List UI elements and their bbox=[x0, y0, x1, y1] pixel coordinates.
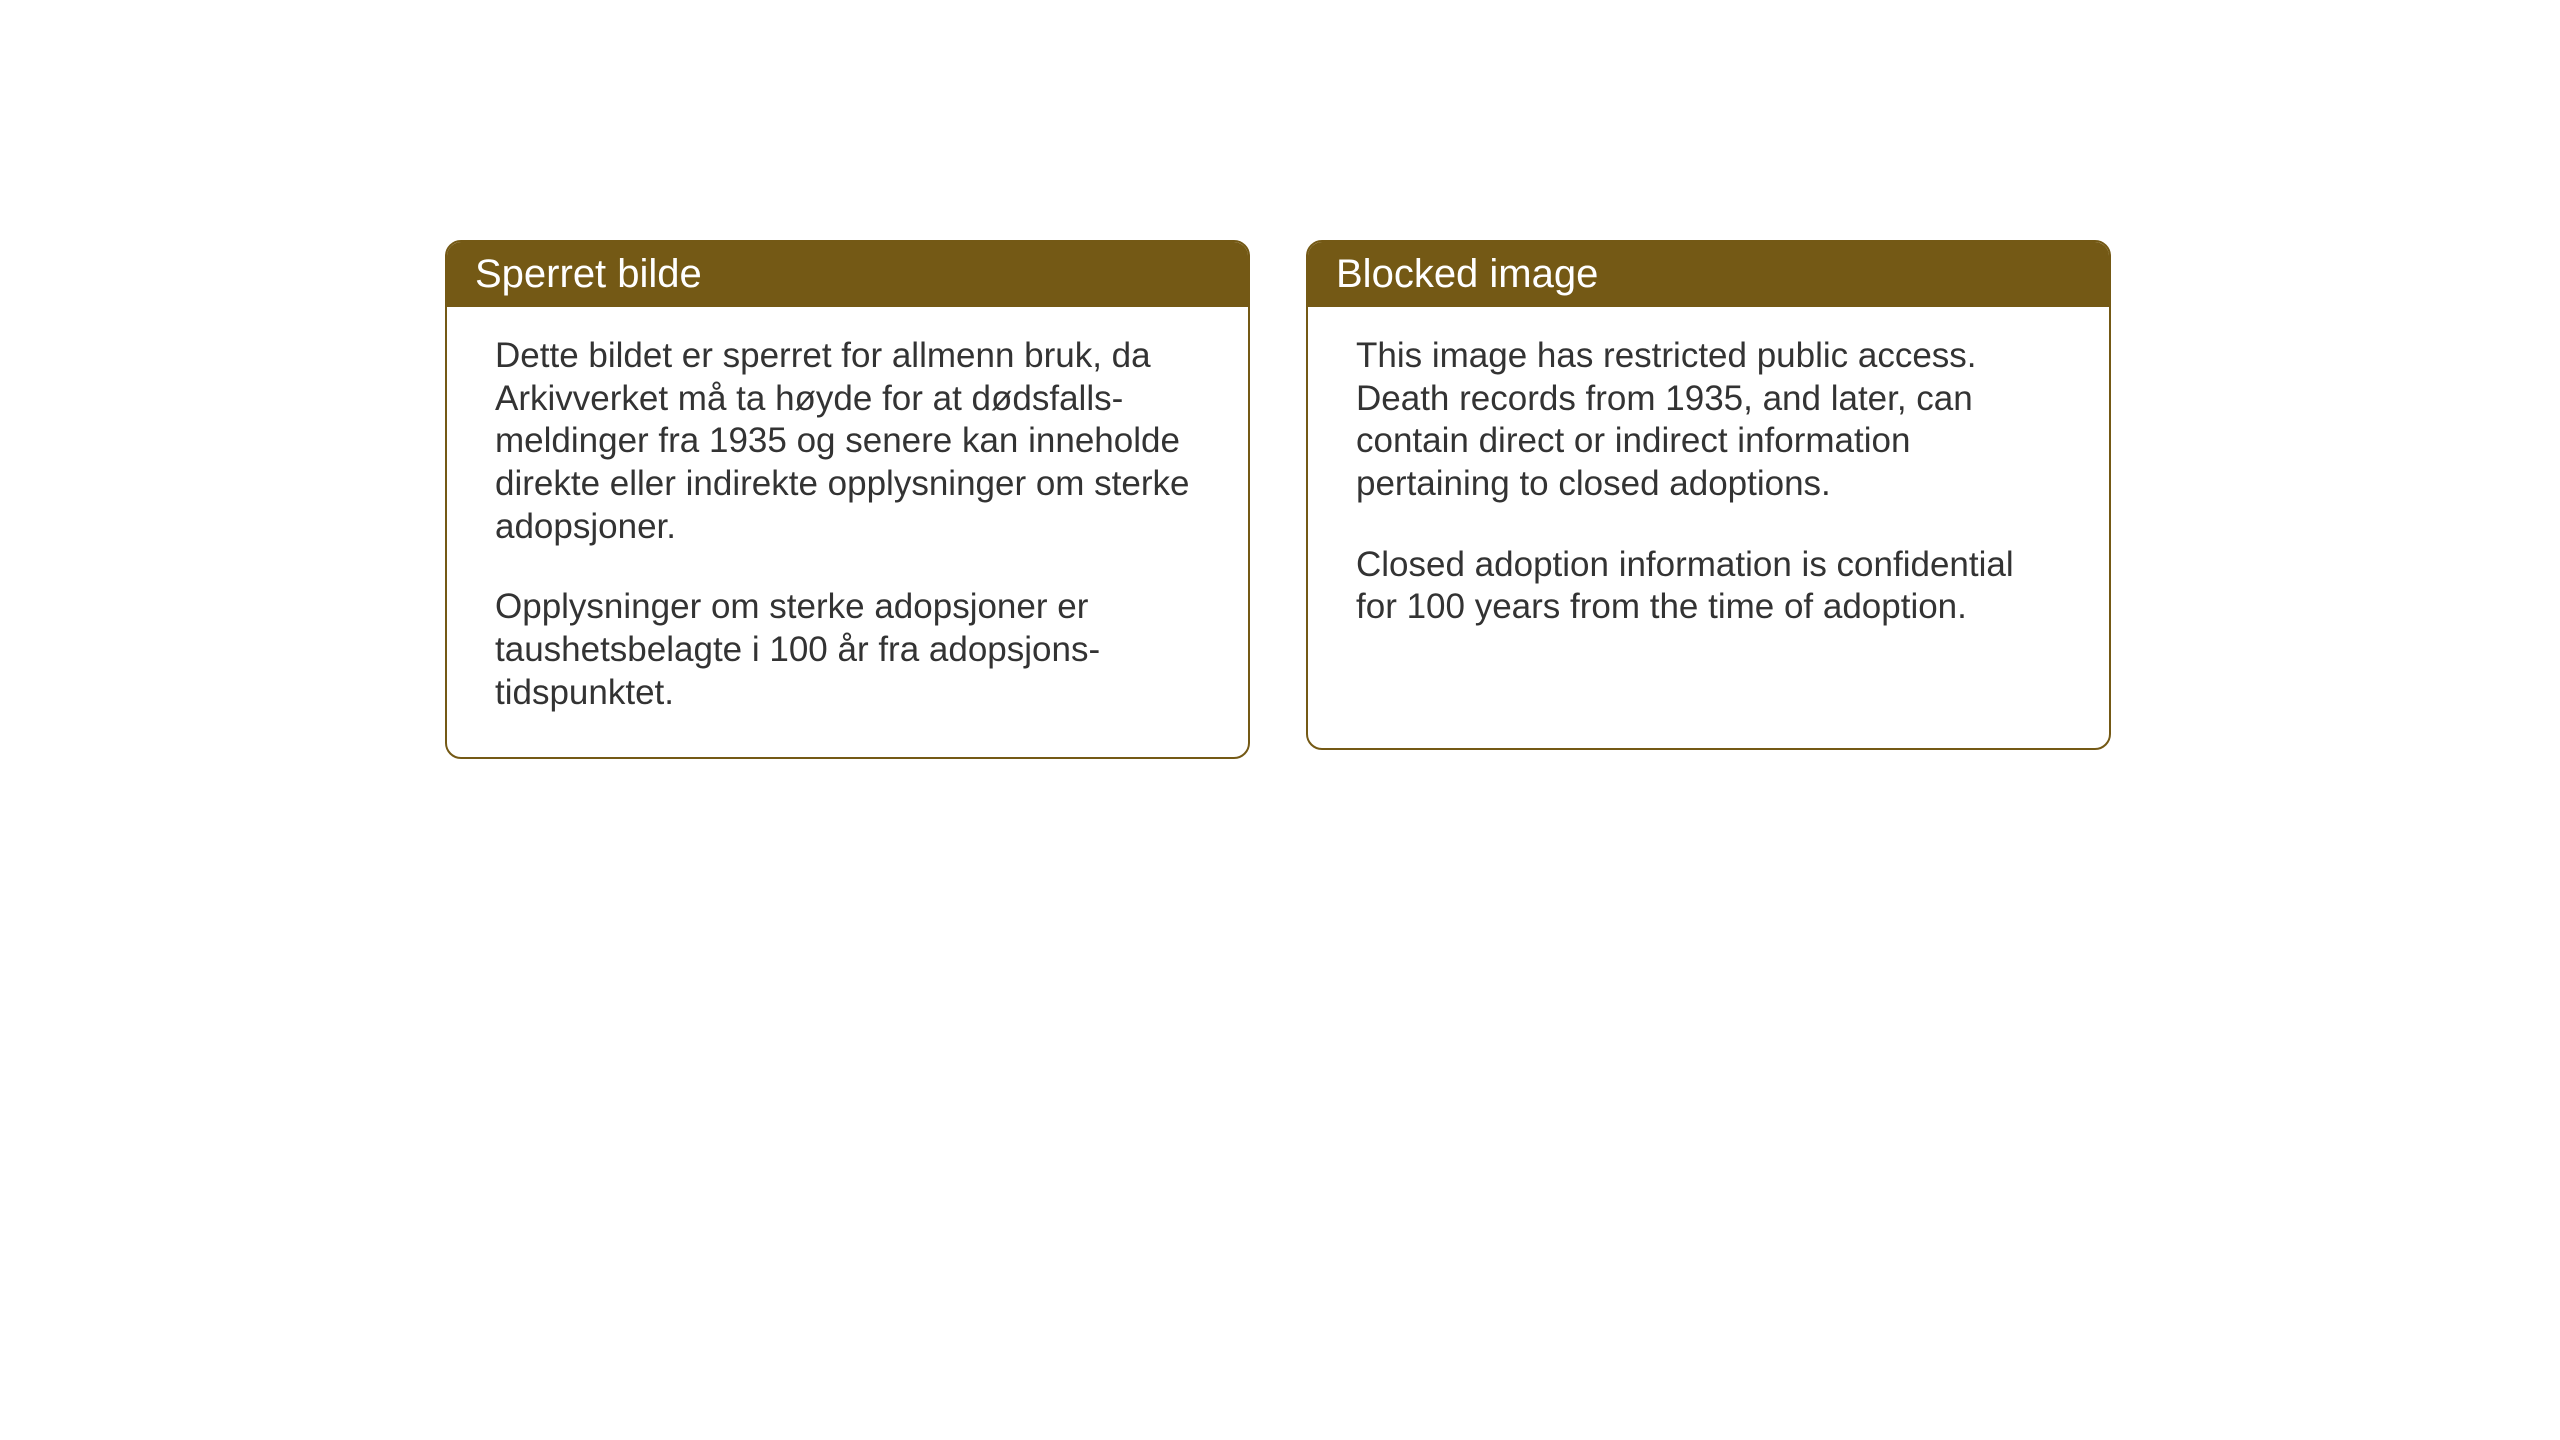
card-paragraph-1-english: This image has restricted public access.… bbox=[1356, 335, 2061, 506]
notice-card-norwegian: Sperret bilde Dette bildet er sperret fo… bbox=[445, 240, 1250, 759]
notice-container: Sperret bilde Dette bildet er sperret fo… bbox=[445, 240, 2111, 759]
card-paragraph-2-english: Closed adoption information is confident… bbox=[1356, 544, 2061, 629]
card-paragraph-2-norwegian: Opplysninger om sterke adopsjoner er tau… bbox=[495, 586, 1200, 714]
card-header-english: Blocked image bbox=[1308, 242, 2109, 307]
card-paragraph-1-norwegian: Dette bildet er sperret for allmenn bruk… bbox=[495, 335, 1200, 548]
card-title-norwegian: Sperret bilde bbox=[475, 252, 702, 296]
notice-card-english: Blocked image This image has restricted … bbox=[1306, 240, 2111, 750]
card-body-english: This image has restricted public access.… bbox=[1308, 307, 2109, 671]
card-title-english: Blocked image bbox=[1336, 252, 1598, 296]
card-header-norwegian: Sperret bilde bbox=[447, 242, 1248, 307]
card-body-norwegian: Dette bildet er sperret for allmenn bruk… bbox=[447, 307, 1248, 757]
